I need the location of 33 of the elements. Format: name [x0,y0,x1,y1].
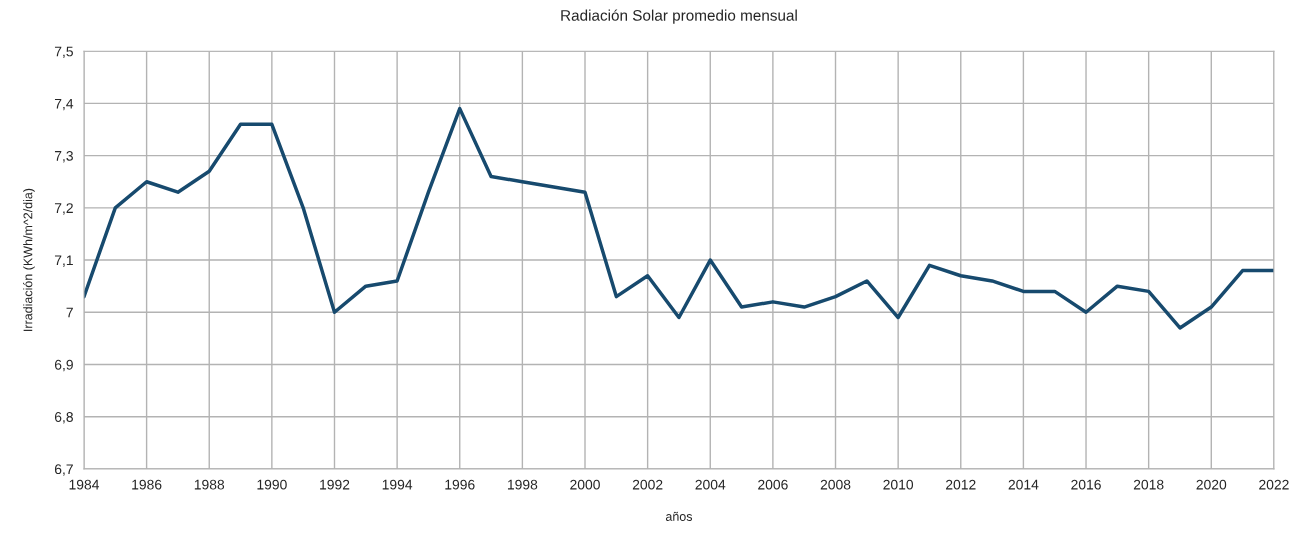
y-tick-label: 7,5 [54,46,73,59]
y-tick-label: 6,7 [54,464,73,476]
x-tick-label: 2012 [946,479,976,490]
y-tick-label: 7 [66,307,73,318]
x-tick-label: 2020 [1196,479,1227,490]
line-series [83,106,1274,330]
x-tick-label: 1996 [445,479,475,490]
x-tick-label: 2006 [758,479,788,490]
y-tick-label: 7,2 [54,203,73,215]
x-tick-label: 2002 [632,479,663,490]
x-tick-label: 2016 [1071,479,1101,490]
y-tick-label: 7,3 [54,150,73,163]
y-axis-title: Irradiación (KWh/m^2/dia) [23,188,35,331]
x-tick-label: 2014 [1008,479,1039,490]
x-tick-label: 1992 [320,479,350,490]
x-tick-label: 2000 [570,479,600,490]
x-tick-label: 1986 [132,479,162,490]
x-tick-label: 2018 [1133,479,1164,490]
y-tick-label: 7,4 [54,98,74,111]
x-axis-title: años [665,511,693,521]
chart-title: Radiación Solar promedio mensual [561,9,797,24]
x-tick-label: 2022 [1259,479,1289,490]
x-tick-label: 1998 [507,479,538,490]
x-tick-label: 2010 [883,479,914,490]
y-tick-label: 7,1 [54,255,73,267]
x-tick-label: 1984 [69,479,100,490]
y-tick-label: 6,8 [54,412,73,424]
y-tick-label: 6,9 [54,359,73,372]
x-tick-label: 1988 [194,479,225,490]
x-tick-label: 2004 [695,479,726,490]
x-tick-label: 2008 [820,479,851,490]
x-tick-label: 1994 [382,479,413,490]
x-tick-label: 1990 [257,479,287,490]
